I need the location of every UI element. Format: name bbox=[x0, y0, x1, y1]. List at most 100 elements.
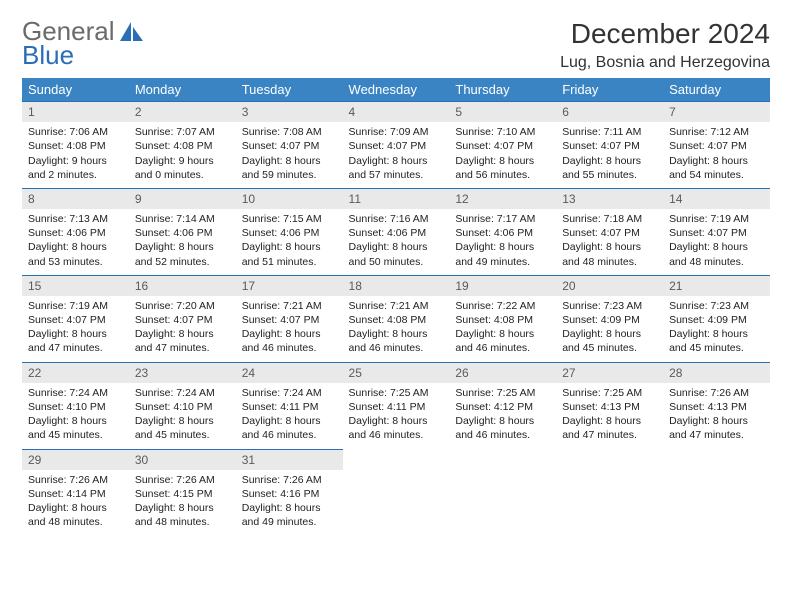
sunrise-line: Sunrise: 7:23 AM bbox=[562, 299, 657, 313]
day-body: Sunrise: 7:26 AMSunset: 4:16 PMDaylight:… bbox=[236, 470, 343, 536]
calendar-cell: 7Sunrise: 7:12 AMSunset: 4:07 PMDaylight… bbox=[663, 101, 770, 188]
daylight-line: Daylight: 8 hours and 53 minutes. bbox=[28, 240, 123, 268]
sunset-line: Sunset: 4:10 PM bbox=[28, 400, 123, 414]
calendar-cell: 23Sunrise: 7:24 AMSunset: 4:10 PMDayligh… bbox=[129, 362, 236, 449]
calendar-cell: .. bbox=[449, 449, 556, 536]
calendar-cell: 26Sunrise: 7:25 AMSunset: 4:12 PMDayligh… bbox=[449, 362, 556, 449]
sunrise-line: Sunrise: 7:18 AM bbox=[562, 212, 657, 226]
day-number: 7 bbox=[663, 101, 770, 122]
daylight-line: Daylight: 8 hours and 45 minutes. bbox=[669, 327, 764, 355]
calendar-cell: 8Sunrise: 7:13 AMSunset: 4:06 PMDaylight… bbox=[22, 188, 129, 275]
daylight-line: Daylight: 8 hours and 48 minutes. bbox=[669, 240, 764, 268]
day-number: 13 bbox=[556, 188, 663, 209]
sunset-line: Sunset: 4:12 PM bbox=[455, 400, 550, 414]
calendar-cell: 31Sunrise: 7:26 AMSunset: 4:16 PMDayligh… bbox=[236, 449, 343, 536]
day-body: Sunrise: 7:17 AMSunset: 4:06 PMDaylight:… bbox=[449, 209, 556, 275]
sunset-line: Sunset: 4:07 PM bbox=[455, 139, 550, 153]
daylight-line: Daylight: 8 hours and 49 minutes. bbox=[455, 240, 550, 268]
day-number: 31 bbox=[236, 449, 343, 470]
calendar-cell: 14Sunrise: 7:19 AMSunset: 4:07 PMDayligh… bbox=[663, 188, 770, 275]
calendar-cell: 25Sunrise: 7:25 AMSunset: 4:11 PMDayligh… bbox=[343, 362, 450, 449]
month-title: December 2024 bbox=[560, 18, 770, 50]
sunset-line: Sunset: 4:15 PM bbox=[135, 487, 230, 501]
day-number: 19 bbox=[449, 275, 556, 296]
sunset-line: Sunset: 4:08 PM bbox=[455, 313, 550, 327]
daylight-line: Daylight: 8 hours and 46 minutes. bbox=[455, 327, 550, 355]
daylight-line: Daylight: 8 hours and 47 minutes. bbox=[28, 327, 123, 355]
day-number: 4 bbox=[343, 101, 450, 122]
sunrise-line: Sunrise: 7:26 AM bbox=[669, 386, 764, 400]
weekday-header: Wednesday bbox=[343, 78, 450, 101]
sunset-line: Sunset: 4:06 PM bbox=[135, 226, 230, 240]
day-body: Sunrise: 7:23 AMSunset: 4:09 PMDaylight:… bbox=[556, 296, 663, 362]
calendar-cell: 27Sunrise: 7:25 AMSunset: 4:13 PMDayligh… bbox=[556, 362, 663, 449]
sunrise-line: Sunrise: 7:24 AM bbox=[28, 386, 123, 400]
sunset-line: Sunset: 4:13 PM bbox=[669, 400, 764, 414]
sunset-line: Sunset: 4:06 PM bbox=[28, 226, 123, 240]
sunset-line: Sunset: 4:07 PM bbox=[28, 313, 123, 327]
sunset-line: Sunset: 4:09 PM bbox=[562, 313, 657, 327]
day-number: 15 bbox=[22, 275, 129, 296]
weekday-header: Thursday bbox=[449, 78, 556, 101]
day-number: 1 bbox=[22, 101, 129, 122]
day-number: 26 bbox=[449, 362, 556, 383]
sunrise-line: Sunrise: 7:23 AM bbox=[669, 299, 764, 313]
day-body: Sunrise: 7:22 AMSunset: 4:08 PMDaylight:… bbox=[449, 296, 556, 362]
day-body: Sunrise: 7:16 AMSunset: 4:06 PMDaylight:… bbox=[343, 209, 450, 275]
day-body: Sunrise: 7:19 AMSunset: 4:07 PMDaylight:… bbox=[22, 296, 129, 362]
sunrise-line: Sunrise: 7:12 AM bbox=[669, 125, 764, 139]
sunset-line: Sunset: 4:07 PM bbox=[242, 313, 337, 327]
sunset-line: Sunset: 4:07 PM bbox=[562, 226, 657, 240]
day-number: 18 bbox=[343, 275, 450, 296]
day-body: Sunrise: 7:18 AMSunset: 4:07 PMDaylight:… bbox=[556, 209, 663, 275]
daylight-line: Daylight: 9 hours and 2 minutes. bbox=[28, 154, 123, 182]
calendar-cell: 1Sunrise: 7:06 AMSunset: 4:08 PMDaylight… bbox=[22, 101, 129, 188]
day-number: 6 bbox=[556, 101, 663, 122]
sunrise-line: Sunrise: 7:07 AM bbox=[135, 125, 230, 139]
sunset-line: Sunset: 4:11 PM bbox=[242, 400, 337, 414]
day-body: Sunrise: 7:19 AMSunset: 4:07 PMDaylight:… bbox=[663, 209, 770, 275]
daylight-line: Daylight: 8 hours and 56 minutes. bbox=[455, 154, 550, 182]
calendar-cell: 5Sunrise: 7:10 AMSunset: 4:07 PMDaylight… bbox=[449, 101, 556, 188]
calendar-cell: 20Sunrise: 7:23 AMSunset: 4:09 PMDayligh… bbox=[556, 275, 663, 362]
calendar-cell: 12Sunrise: 7:17 AMSunset: 4:06 PMDayligh… bbox=[449, 188, 556, 275]
daylight-line: Daylight: 8 hours and 46 minutes. bbox=[242, 414, 337, 442]
daylight-line: Daylight: 8 hours and 46 minutes. bbox=[455, 414, 550, 442]
day-body: Sunrise: 7:25 AMSunset: 4:12 PMDaylight:… bbox=[449, 383, 556, 449]
calendar-cell: 4Sunrise: 7:09 AMSunset: 4:07 PMDaylight… bbox=[343, 101, 450, 188]
brand-logo: General Blue bbox=[22, 18, 145, 68]
day-number: 20 bbox=[556, 275, 663, 296]
calendar-cell: 15Sunrise: 7:19 AMSunset: 4:07 PMDayligh… bbox=[22, 275, 129, 362]
day-body: Sunrise: 7:21 AMSunset: 4:07 PMDaylight:… bbox=[236, 296, 343, 362]
sunset-line: Sunset: 4:14 PM bbox=[28, 487, 123, 501]
day-number: 16 bbox=[129, 275, 236, 296]
day-number: 8 bbox=[22, 188, 129, 209]
calendar-cell: 13Sunrise: 7:18 AMSunset: 4:07 PMDayligh… bbox=[556, 188, 663, 275]
day-number: 22 bbox=[22, 362, 129, 383]
day-body: Sunrise: 7:26 AMSunset: 4:13 PMDaylight:… bbox=[663, 383, 770, 449]
day-body: Sunrise: 7:10 AMSunset: 4:07 PMDaylight:… bbox=[449, 122, 556, 188]
sunrise-line: Sunrise: 7:09 AM bbox=[349, 125, 444, 139]
daylight-line: Daylight: 8 hours and 47 minutes. bbox=[135, 327, 230, 355]
sunset-line: Sunset: 4:07 PM bbox=[135, 313, 230, 327]
sunrise-line: Sunrise: 7:16 AM bbox=[349, 212, 444, 226]
day-number: 3 bbox=[236, 101, 343, 122]
day-body: Sunrise: 7:24 AMSunset: 4:11 PMDaylight:… bbox=[236, 383, 343, 449]
calendar-cell: 6Sunrise: 7:11 AMSunset: 4:07 PMDaylight… bbox=[556, 101, 663, 188]
sunset-line: Sunset: 4:07 PM bbox=[669, 226, 764, 240]
location: Lug, Bosnia and Herzegovina bbox=[560, 54, 770, 72]
sunrise-line: Sunrise: 7:15 AM bbox=[242, 212, 337, 226]
day-number: 23 bbox=[129, 362, 236, 383]
day-body: Sunrise: 7:26 AMSunset: 4:15 PMDaylight:… bbox=[129, 470, 236, 536]
day-number: 14 bbox=[663, 188, 770, 209]
calendar-cell: 29Sunrise: 7:26 AMSunset: 4:14 PMDayligh… bbox=[22, 449, 129, 536]
daylight-line: Daylight: 8 hours and 52 minutes. bbox=[135, 240, 230, 268]
sunset-line: Sunset: 4:06 PM bbox=[349, 226, 444, 240]
sunset-line: Sunset: 4:16 PM bbox=[242, 487, 337, 501]
day-number: 27 bbox=[556, 362, 663, 383]
day-body: Sunrise: 7:23 AMSunset: 4:09 PMDaylight:… bbox=[663, 296, 770, 362]
day-body: Sunrise: 7:24 AMSunset: 4:10 PMDaylight:… bbox=[129, 383, 236, 449]
calendar-cell: .. bbox=[663, 449, 770, 536]
daylight-line: Daylight: 9 hours and 0 minutes. bbox=[135, 154, 230, 182]
calendar-cell: 30Sunrise: 7:26 AMSunset: 4:15 PMDayligh… bbox=[129, 449, 236, 536]
